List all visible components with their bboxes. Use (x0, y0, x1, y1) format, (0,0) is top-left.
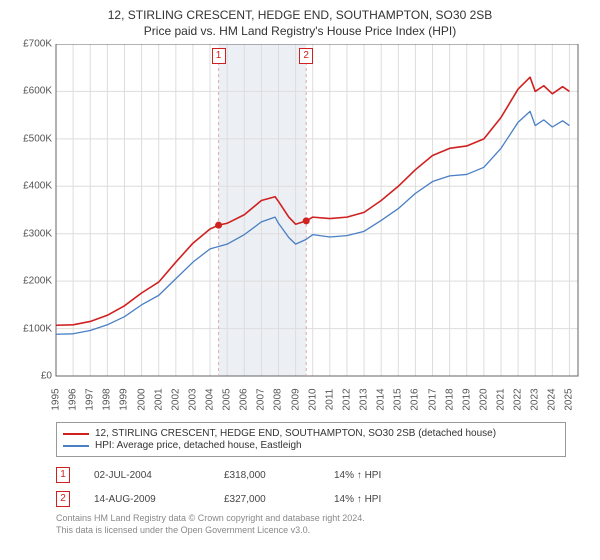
title-subtitle: Price paid vs. HM Land Registry's House … (10, 24, 590, 38)
x-tick-label: 2023 (530, 388, 541, 410)
x-tick-label: 2000 (136, 388, 147, 410)
x-tick-label: 2021 (495, 388, 506, 410)
legend: 12, STIRLING CRESCENT, HEDGE END, SOUTHA… (56, 422, 566, 457)
y-tick-label: £500K (10, 133, 52, 144)
sales-table: 102-JUL-2004£318,00014% ↑ HPI214-AUG-200… (56, 463, 566, 511)
x-tick-label: 2005 (222, 388, 233, 410)
y-tick-label: £100K (10, 323, 52, 334)
x-tick-label: 1997 (85, 388, 96, 410)
legend-label: HPI: Average price, detached house, East… (95, 440, 302, 451)
y-tick-label: £700K (10, 39, 52, 50)
x-tick-label: 2009 (290, 388, 301, 410)
line-chart-svg (10, 44, 590, 416)
sale-row-marker: 2 (56, 491, 70, 507)
x-tick-label: 2013 (359, 388, 370, 410)
legend-swatch (63, 445, 89, 447)
x-tick-label: 1998 (102, 388, 113, 410)
plot-area: £0£100K£200K£300K£400K£500K£600K£700K199… (10, 44, 590, 416)
sale-marker-2: 2 (299, 48, 313, 64)
sale-date: 14-AUG-2009 (94, 494, 224, 505)
legend-row: 12, STIRLING CRESCENT, HEDGE END, SOUTHA… (63, 428, 559, 439)
y-tick-label: £300K (10, 228, 52, 239)
sale-price: £327,000 (224, 494, 334, 505)
legend-row: HPI: Average price, detached house, East… (63, 440, 559, 451)
x-tick-label: 2017 (427, 388, 438, 410)
sale-delta: 14% ↑ HPI (334, 470, 454, 481)
title-address: 12, STIRLING CRESCENT, HEDGE END, SOUTHA… (10, 8, 590, 22)
x-tick-label: 2008 (273, 388, 284, 410)
sale-delta: 14% ↑ HPI (334, 494, 454, 505)
x-tick-label: 1996 (68, 388, 79, 410)
x-tick-label: 2020 (478, 388, 489, 410)
sale-marker-1: 1 (212, 48, 226, 64)
x-tick-label: 2010 (307, 388, 318, 410)
x-tick-label: 2007 (256, 388, 267, 410)
x-tick-label: 2025 (564, 388, 575, 410)
x-tick-label: 2001 (153, 388, 164, 410)
chart-titles: 12, STIRLING CRESCENT, HEDGE END, SOUTHA… (10, 8, 590, 38)
footer-attribution: Contains HM Land Registry data © Crown c… (56, 511, 590, 536)
sale-date: 02-JUL-2004 (94, 470, 224, 481)
x-tick-label: 2018 (444, 388, 455, 410)
x-tick-label: 2016 (410, 388, 421, 410)
x-tick-label: 2019 (461, 388, 472, 410)
x-tick-label: 2024 (547, 388, 558, 410)
chart-container: 12, STIRLING CRESCENT, HEDGE END, SOUTHA… (0, 0, 600, 540)
x-tick-label: 1995 (51, 388, 62, 410)
x-tick-label: 2002 (170, 388, 181, 410)
legend-label: 12, STIRLING CRESCENT, HEDGE END, SOUTHA… (95, 428, 496, 439)
sale-row-marker: 1 (56, 467, 70, 483)
sale-row: 1 02-JUL-2004£318,00014% ↑ HPI (56, 463, 566, 487)
y-tick-label: £0 (10, 371, 52, 382)
y-tick-label: £400K (10, 181, 52, 192)
sale-row: 2 14-AUG-2009£327,00014% ↑ HPI (56, 487, 566, 511)
x-tick-label: 2015 (393, 388, 404, 410)
y-tick-label: £600K (10, 86, 52, 97)
x-tick-label: 2012 (341, 388, 352, 410)
x-tick-label: 2014 (376, 388, 387, 410)
x-tick-label: 2003 (187, 388, 198, 410)
x-tick-label: 2006 (239, 388, 250, 410)
x-tick-label: 2022 (513, 388, 524, 410)
x-tick-label: 2004 (205, 388, 216, 410)
sale-price: £318,000 (224, 470, 334, 481)
x-tick-label: 1999 (119, 388, 130, 410)
footer-line-2: This data is licensed under the Open Gov… (56, 525, 590, 537)
legend-swatch (63, 433, 89, 435)
y-tick-label: £200K (10, 276, 52, 287)
x-tick-label: 2011 (324, 389, 335, 411)
footer-line-1: Contains HM Land Registry data © Crown c… (56, 513, 590, 525)
